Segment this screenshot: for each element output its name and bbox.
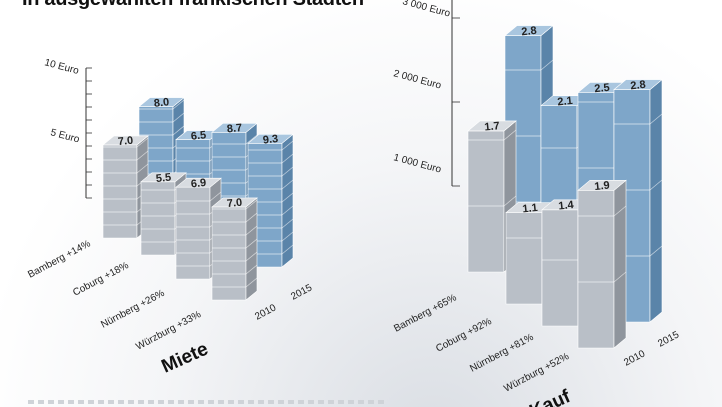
- miete-bar-10-1-label: 5.5: [155, 172, 171, 186]
- miete-bar-15-3-seg: [281, 192, 294, 203]
- kauf-bar-15-2-label: 2.5: [594, 82, 610, 96]
- kauf-bar-15-1-label: 2.1: [557, 95, 573, 109]
- kauf-year-label-2015: 2015: [656, 329, 681, 349]
- kauf-bar-15-3-top: [613, 79, 663, 90]
- miete-title: Miete: [158, 339, 211, 378]
- miete-bar-15-0-seg: [172, 125, 185, 136]
- footer-divider: [28, 400, 388, 404]
- kauf-category-label: Coburg +92%: [434, 316, 493, 355]
- miete-bar-15-3-top: [247, 134, 294, 144]
- miete-bar-15-0-seg: [172, 112, 185, 123]
- miete-bar-10-3-seg: [245, 238, 258, 249]
- miete-bar-10-2-seg: [209, 191, 222, 202]
- miete-bar-15-3-label: 9.3: [262, 133, 278, 147]
- miete-bar-15-0-label: 8.0: [153, 96, 169, 110]
- miete-bar-10-0-front: [102, 144, 138, 239]
- kauf-bar-10-0-label: 1.7: [484, 120, 500, 134]
- miete-bar-10-0-seg: [136, 163, 149, 174]
- kauf-year-label-2010: 2010: [622, 348, 647, 368]
- kauf-y-tick-label: 2 000 Euro: [392, 68, 443, 91]
- kauf-bar-10-3: 1.9: [577, 179, 627, 349]
- kauf-bar-10-3-seg: [613, 271, 627, 283]
- miete-bar-10-3-label: 7.0: [226, 197, 242, 211]
- kauf-bar-10-1-front: [505, 212, 543, 305]
- kauf-bar-10-0-front: [467, 130, 505, 273]
- kauf-bar-15-0-seg: [540, 59, 554, 71]
- miete-bar-15-3-seg: [281, 231, 294, 242]
- miete-bar-10-1-front: [140, 181, 176, 256]
- miete-bar-15-3-seg: [281, 218, 294, 229]
- kauf-bar-10-1-label: 1.1: [522, 202, 538, 216]
- miete-bar-15-3-seg: [281, 244, 294, 255]
- miete-bar-10-3-seg: [245, 264, 258, 275]
- miete-bar-10-0: 7.0: [102, 135, 149, 239]
- kauf-title: Kauf: [526, 386, 574, 407]
- miete-y-tick-label: 10 Euro: [43, 57, 80, 77]
- miete-bar-15-3-seg: [281, 153, 294, 164]
- kauf-bar-10-2-label: 1.4: [558, 199, 575, 213]
- miete-bar-10-0-seg: [136, 150, 149, 161]
- miete-bar-15-0-seg: [172, 99, 185, 110]
- miete-bar-10-0-seg: [136, 137, 149, 148]
- miete-category-label: Coburg +18%: [71, 260, 130, 299]
- kauf-bar-10-3-seg: [613, 205, 627, 217]
- miete-bar-15-3-seg: [281, 140, 294, 151]
- kauf-y-tick-label: 1 000 Euro: [392, 152, 443, 175]
- miete-bar-10-0-top: [102, 135, 149, 146]
- miete-bar-10-3-seg: [245, 277, 258, 288]
- kauf-bar-15-3-seg: [649, 113, 663, 125]
- miete-year-label-2010: 2010: [253, 302, 278, 322]
- kauf-bar-10-3-front: [577, 190, 615, 349]
- kauf-bar-10-0-seg: [503, 195, 517, 207]
- kauf-bar-10-3-side: [613, 179, 627, 349]
- miete-y-axis: 5 Euro 10 Euro: [43, 57, 92, 199]
- miete-bar-15-2-seg: [245, 134, 258, 145]
- miete-y-tick-label: 5 Euro: [49, 127, 81, 145]
- miete-bar-10-2-label: 6.9: [190, 177, 206, 191]
- kauf-y-tick-label: 3 000 Euro: [401, 0, 452, 20]
- kauf-category-label: Nürnberg +81%: [468, 332, 535, 375]
- kauf-bar-15-0-label: 2.8: [521, 25, 537, 39]
- miete-bar-10-3-seg: [245, 212, 258, 223]
- miete-category-label: Bamberg +14%: [26, 238, 92, 280]
- kauf-bar-10-3-top: [577, 180, 627, 191]
- miete-bar-15-3-seg: [281, 166, 294, 177]
- miete-bar-10-3-top: [211, 197, 258, 208]
- miete-bar-10-3-seg: [245, 251, 258, 262]
- kauf-bar-10-0-seg: [503, 129, 517, 141]
- miete-bar-10-3-seg: [245, 199, 258, 210]
- miete-bar-15-3-seg: [281, 179, 294, 190]
- miete-bar-10-0-label: 7.0: [117, 135, 133, 149]
- kauf-bar-15-3-label: 2.8: [630, 79, 646, 93]
- miete-bar-10-2-top: [175, 177, 222, 188]
- miete-bar-10-3-seg: [245, 225, 258, 236]
- miete-bar-10-3-front: [211, 206, 247, 301]
- chart-headline: In ausgewählten fränkischen Städten: [22, 0, 364, 11]
- kauf-bar-10-3-label: 1.9: [594, 180, 610, 194]
- kauf-bar-10-0-top: [467, 120, 517, 132]
- miete-bar-15-3-seg: [281, 205, 294, 216]
- miete-bar-15-0-top: [138, 97, 185, 107]
- kauf-category-label: Bamberg +65%: [392, 292, 458, 334]
- kauf-bar-15-0-top: [504, 25, 554, 36]
- kauf-y-axis: 1 000 Euro 2 000 Euro 3 000 Euro: [392, 0, 460, 187]
- miete-bar-15-1-label: 6.5: [190, 129, 206, 143]
- miete-bar-15-2-label: 8.7: [226, 122, 242, 136]
- kauf-bar-10-2-front: [541, 209, 579, 327]
- miete-bar-10-3: 7.0: [211, 197, 258, 301]
- miete-bar-15-2-top: [211, 123, 258, 133]
- miete-bar-10-1-top: [140, 172, 187, 183]
- miete-year-label-2015: 2015: [289, 282, 314, 302]
- miete-category-label: Nürnberg +26%: [99, 288, 166, 331]
- kauf-bar-15-3-seg: [649, 245, 663, 257]
- kauf-bar-15-3-seg: [649, 179, 663, 191]
- miete-bar-10-3-side: [245, 197, 258, 301]
